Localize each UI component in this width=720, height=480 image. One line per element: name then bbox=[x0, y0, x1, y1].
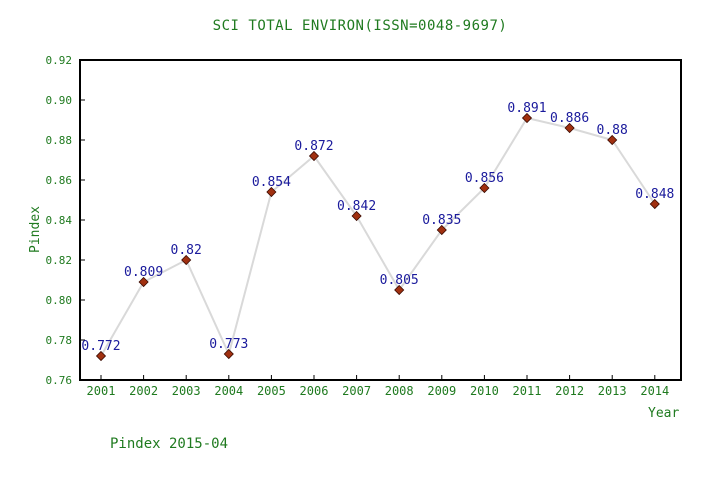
data-point bbox=[308, 150, 320, 162]
y-tick-label: 0.80 bbox=[46, 294, 73, 307]
data-point bbox=[223, 348, 234, 360]
data-label: 0.848 bbox=[635, 187, 674, 202]
data-point bbox=[607, 134, 618, 146]
y-tick-label: 0.86 bbox=[46, 174, 73, 187]
data-point bbox=[436, 224, 447, 236]
data-label: 0.82 bbox=[171, 243, 202, 258]
data-label: 0.856 bbox=[465, 171, 504, 186]
x-tick-label: 2014 bbox=[640, 384, 669, 398]
data-label: 0.805 bbox=[380, 273, 419, 288]
data-point bbox=[564, 122, 575, 134]
data-label: 0.886 bbox=[550, 111, 589, 126]
data-point bbox=[181, 254, 192, 266]
x-tick-label: 2012 bbox=[555, 384, 584, 398]
data-point bbox=[138, 276, 149, 288]
data-label: 0.835 bbox=[422, 213, 461, 228]
x-tick-label: 2007 bbox=[342, 384, 371, 398]
y-tick-label: 0.84 bbox=[46, 214, 73, 227]
x-tick-label: 2013 bbox=[598, 384, 627, 398]
data-label: 0.809 bbox=[124, 265, 163, 280]
series-line bbox=[100, 116, 656, 357]
data-point bbox=[266, 186, 277, 198]
x-tick-label: 2005 bbox=[257, 384, 286, 398]
data-label: 0.88 bbox=[597, 123, 628, 138]
data-point bbox=[479, 182, 490, 194]
data-label: 0.772 bbox=[81, 339, 120, 354]
x-tick-label: 2003 bbox=[172, 384, 201, 398]
x-tick-label: 2001 bbox=[87, 384, 116, 398]
x-tick-label: 2009 bbox=[427, 384, 456, 398]
data-label: 0.891 bbox=[507, 101, 546, 116]
data-point bbox=[351, 210, 362, 222]
data-point bbox=[95, 350, 107, 362]
data-point bbox=[649, 198, 660, 210]
y-tick-label: 0.92 bbox=[46, 54, 73, 67]
data-label: 0.842 bbox=[337, 199, 376, 214]
footer-note: Pindex 2015-04 bbox=[110, 436, 229, 452]
x-tick-label: 2006 bbox=[300, 384, 329, 398]
x-axis-label: Year bbox=[648, 406, 680, 421]
x-tick-label: 2011 bbox=[513, 384, 542, 398]
y-tick-label: 0.78 bbox=[46, 334, 73, 347]
plot-frame bbox=[79, 59, 682, 381]
y-tick-label: 0.82 bbox=[46, 254, 73, 267]
x-tick-label: 2004 bbox=[214, 384, 243, 398]
x-tick-label: 2002 bbox=[129, 384, 158, 398]
data-point bbox=[394, 284, 405, 296]
chart-title: SCI TOTAL ENVIRON(ISSN=0048-9697) bbox=[212, 18, 508, 34]
x-tick-label: 2008 bbox=[385, 384, 414, 398]
data-point bbox=[521, 112, 533, 124]
data-label: 0.872 bbox=[294, 139, 333, 154]
y-tick-label: 0.76 bbox=[46, 374, 73, 387]
data-label: 0.854 bbox=[252, 175, 291, 190]
y-tick-label: 0.90 bbox=[46, 94, 73, 107]
data-label: 0.773 bbox=[209, 337, 248, 352]
y-tick-label: 0.88 bbox=[46, 134, 73, 147]
x-tick-label: 2010 bbox=[470, 384, 499, 398]
